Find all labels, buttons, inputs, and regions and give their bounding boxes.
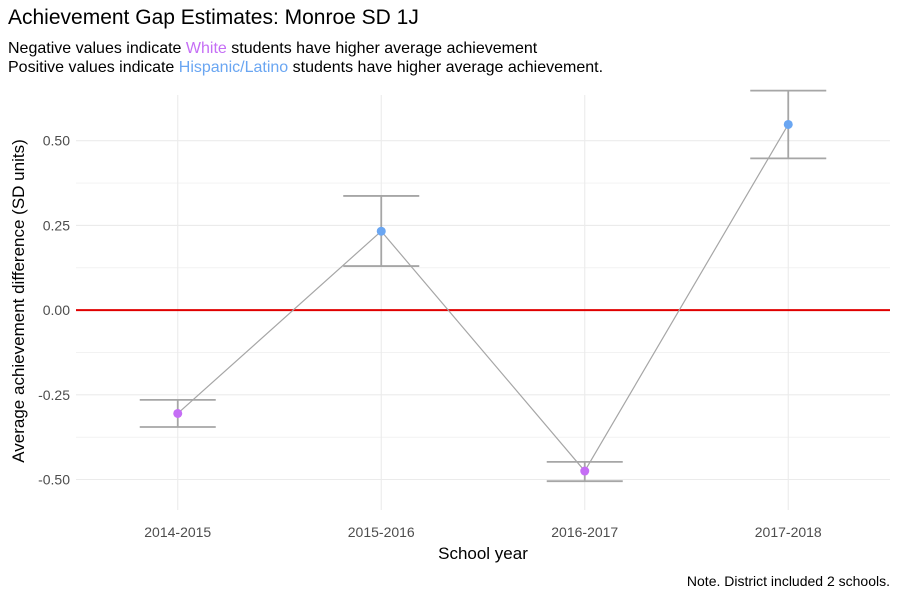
x-tick-label: 2016-2017 — [551, 524, 618, 540]
subtitle-line-2: Positive values indicate Hispanic/Latino… — [8, 59, 603, 77]
x-tick-label: 2014-2015 — [144, 524, 211, 540]
x-axis-label: School year — [438, 544, 528, 563]
footnote: Note. District included 2 schools. — [686, 573, 890, 589]
data-point — [173, 408, 183, 418]
data-point — [376, 226, 386, 236]
subtitle-2-prefix: Positive values indicate — [8, 59, 179, 76]
hispanic-group-label: Hispanic/Latino — [178, 59, 289, 76]
y-tick-label: -0.50 — [38, 472, 70, 488]
subtitle-1-prefix: Negative values indicate — [8, 40, 186, 57]
y-tick-label: 0.50 — [43, 133, 70, 149]
subtitle-line-1: Negative values indicate White students … — [8, 40, 537, 58]
trend-line — [177, 124, 789, 473]
chart-title: Achievement Gap Estimates: Monroe SD 1J — [8, 6, 419, 29]
x-tick-label: 2015-2016 — [348, 524, 415, 540]
y-tick-label: -0.25 — [38, 387, 70, 403]
x-tick-label: 2017-2018 — [755, 524, 822, 540]
y-tick-label: 0.25 — [43, 217, 70, 233]
y-axis-label: Average achievement difference (SD units… — [9, 139, 28, 463]
subtitle-2-suffix: students have higher average achievement… — [288, 59, 604, 76]
white-group-label: White — [185, 40, 227, 57]
y-tick-label: 0.00 — [43, 302, 70, 318]
data-point — [783, 119, 793, 129]
data-point — [580, 466, 590, 476]
subtitle-1-suffix: students have higher average achievement — [226, 40, 538, 57]
